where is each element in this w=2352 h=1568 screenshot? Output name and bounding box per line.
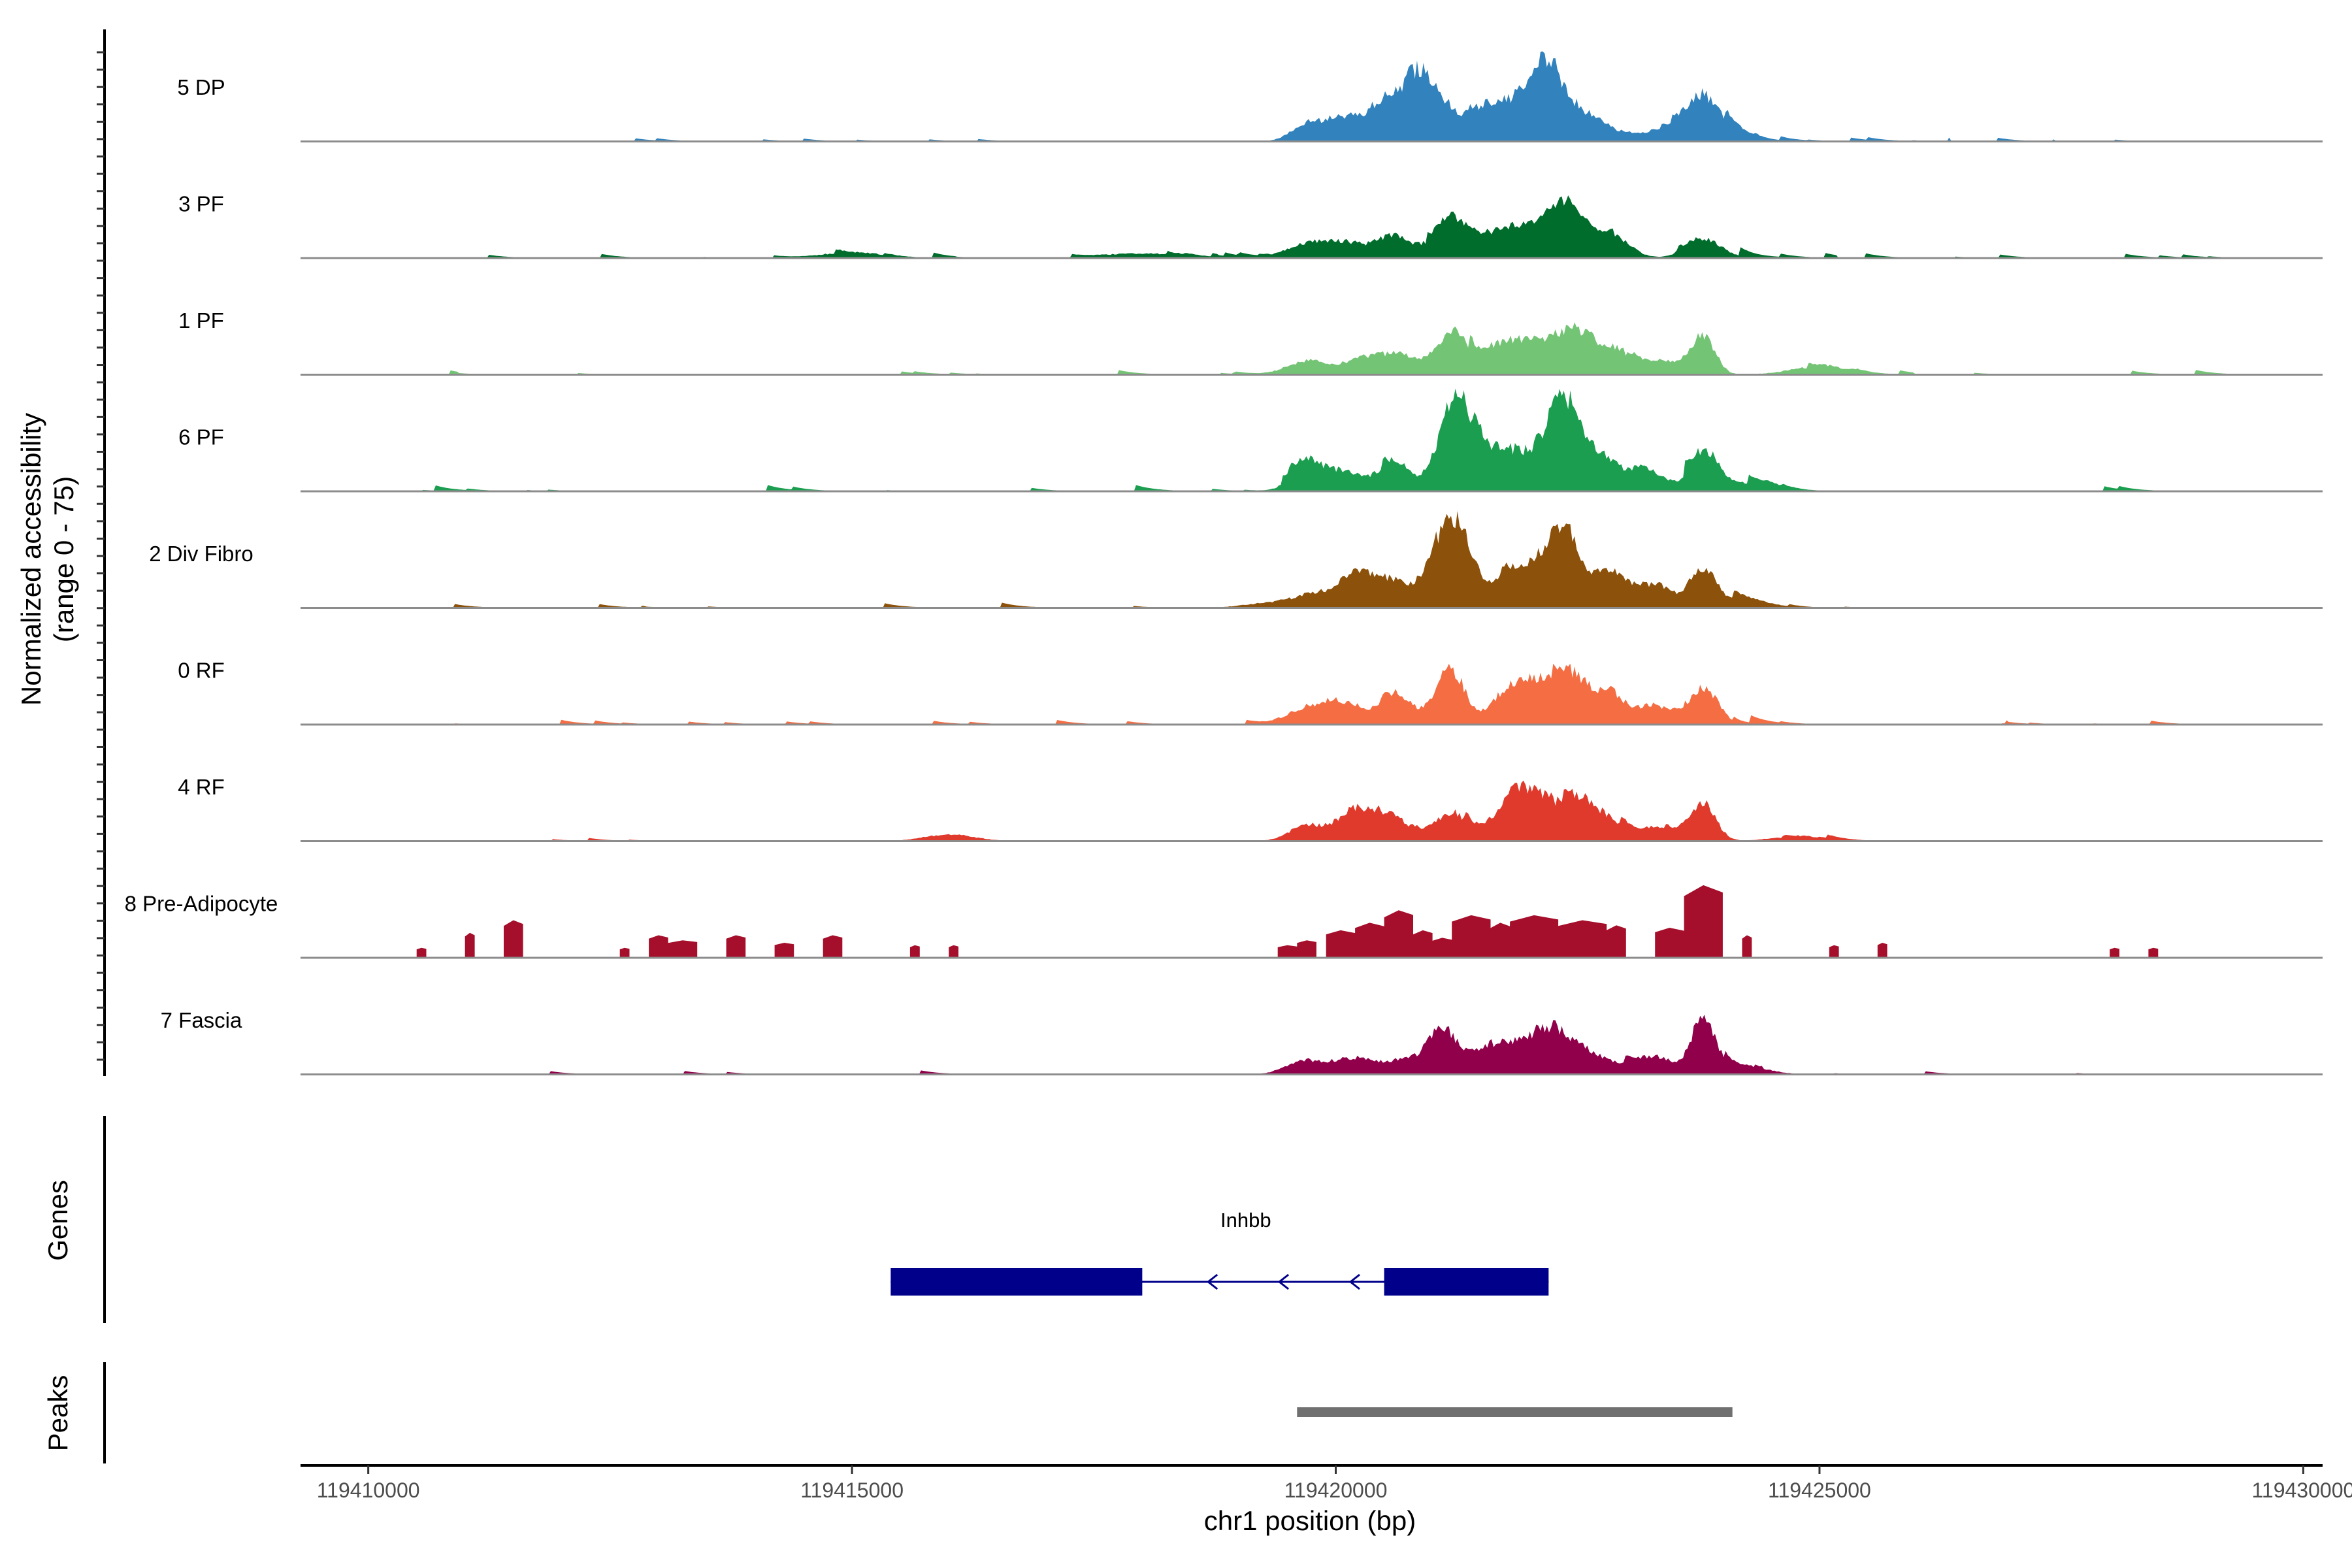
strand-arrow-icon: [1206, 1273, 1218, 1290]
track-label: 7 Fascia: [161, 1008, 242, 1032]
peak-track: [1297, 1407, 1733, 1417]
track-0-rf: 0 RF: [178, 659, 2323, 726]
track-8-pre-adipocyte: 8 Pre-Adipocyte: [125, 885, 2323, 959]
track-6-pf: 6 PF: [178, 389, 2323, 493]
track-label: 6 PF: [178, 425, 224, 449]
track-label: 5 DP: [177, 75, 225, 99]
peaks-panel-label: Peaks: [42, 1375, 73, 1452]
track-label: 4 RF: [178, 775, 225, 799]
gene-name-label: Inhbb: [1220, 1209, 1271, 1232]
x-tick-label: 119415000: [800, 1478, 904, 1502]
track-5-dp: 5 DP: [177, 51, 2323, 142]
gene-exon: [890, 1268, 1143, 1296]
coverage-area: [416, 322, 2226, 375]
coverage-area: [416, 885, 2226, 958]
y-axis-title-line2: (range 0 - 75): [48, 476, 79, 642]
x-axis-title: chr1 position (bp): [1204, 1505, 1416, 1536]
track-label: 8 Pre-Adipocyte: [125, 892, 278, 916]
x-axis: 119410000 119415000 119420000 119425000 1194…: [301, 1464, 2352, 1502]
y-axis-title-line1: Normalized accessibility: [16, 413, 46, 706]
coverage-area: [416, 51, 2226, 142]
track-4-rf: 4 RF: [178, 775, 2323, 842]
strand-arrow-icon: [1348, 1273, 1360, 1290]
x-tick-label: 119425000: [1768, 1478, 1871, 1502]
coverage-area: [416, 389, 2226, 491]
x-tick-label: 119420000: [1284, 1478, 1388, 1502]
track-label: 3 PF: [178, 192, 224, 216]
track-label: 1 PF: [178, 308, 224, 333]
gene-annotation-track: Inhbb: [890, 1209, 1549, 1296]
track-label: 2 Div Fibro: [149, 542, 253, 566]
accessibility-y-axis: [97, 29, 106, 1076]
coverage-area: [416, 195, 2226, 258]
coverage-area: [416, 1015, 2226, 1075]
track-7-fascia: 7 Fascia: [161, 1008, 2323, 1075]
gene-inhbb: Inhbb: [890, 1209, 1549, 1296]
peak-bar: [1297, 1407, 1733, 1417]
track-2-div-fibro: 2 Div Fibro: [149, 511, 2323, 609]
x-tick-label: 119410000: [317, 1478, 420, 1502]
x-tick-label: 119430000: [2251, 1478, 2352, 1502]
gene-exon: [1384, 1268, 1549, 1296]
coverage-area: [416, 780, 2226, 841]
coverage-area: [416, 663, 2226, 725]
coverage-area: [416, 511, 2226, 608]
track-1-pf: 1 PF: [178, 308, 2323, 376]
coverage-tracks: 5 DP 3 PF 1 PF 6 PF 2 Div Fibro 0 RF 4 RF 8 Pre…: [125, 51, 2323, 1075]
strand-arrow-icon: [1277, 1273, 1290, 1290]
genes-panel-label: Genes: [42, 1180, 73, 1261]
track-3-pf: 3 PF: [178, 192, 2323, 259]
track-label: 0 RF: [178, 659, 225, 683]
